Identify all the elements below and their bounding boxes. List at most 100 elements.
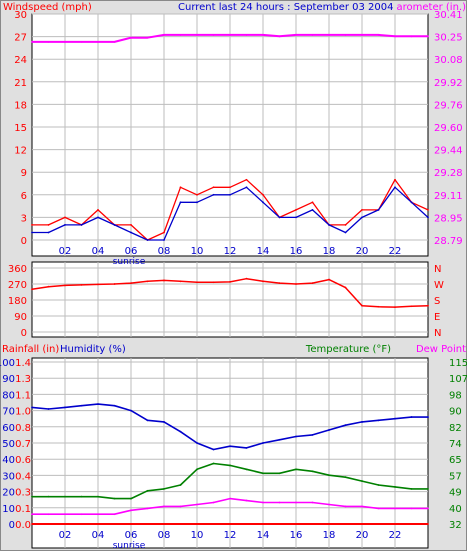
direction-compass-label: N (434, 328, 441, 339)
windspeed-line-point (311, 201, 314, 204)
rainfall-line-point (295, 523, 297, 525)
temperature-line-point (113, 497, 116, 500)
wind-average-line-point (64, 224, 66, 226)
temperature-line-point (212, 462, 215, 465)
temperature-axis-tick-label: 115 (449, 358, 467, 369)
barometer-line-point (229, 34, 231, 36)
barometer-axis-tick-label: 28.95 (434, 213, 463, 224)
humidity-line-point (80, 404, 83, 407)
barometer-axis-tick-label: 29.76 (434, 100, 463, 111)
temperature-line-point (80, 495, 83, 498)
windspeed-line-point (229, 186, 231, 189)
barometer-axis-tick-label: 30.41 (434, 10, 463, 21)
humidity-line-point (328, 429, 330, 431)
wind-x-tick-label: 02 (59, 246, 72, 257)
wind-direction-line-point (113, 283, 116, 285)
wind-direction-line-point (31, 288, 33, 291)
rainfall-axis-tick-label: 1.4 (15, 358, 31, 369)
wind-direction-line-point (328, 278, 330, 281)
climate-x-tick-label: 22 (389, 530, 402, 541)
wind-average-line-point (179, 201, 182, 204)
dewpoint-line-point (410, 507, 413, 510)
dewpoint-line-point (262, 501, 264, 504)
rainfall-line-point (31, 523, 33, 525)
rainfall-line-point (80, 523, 83, 525)
wind-direction-line-point (196, 281, 198, 284)
wind-x-tick-label: 08 (158, 246, 171, 257)
windspeed-line-point (295, 208, 297, 211)
direction-compass-label: W (434, 280, 444, 291)
barometer-line-point (196, 34, 198, 36)
rainfall-line-point (262, 523, 264, 525)
barometer-axis-tick-label: 29.44 (434, 146, 463, 157)
barometer-axis-tick-label: 28.79 (434, 236, 463, 247)
humidity-line-point (344, 424, 347, 427)
wind-direction-line-point (130, 282, 132, 285)
humidity-line-point (427, 416, 429, 418)
temperature-line-point (427, 487, 429, 490)
barometer-line-point (130, 36, 132, 39)
dewpoint-line-point (377, 507, 380, 510)
wind-axis-tick-label: 30 (14, 10, 27, 21)
climate-x-tick-label: 14 (257, 530, 270, 541)
humidity-line-point (64, 406, 66, 409)
dewpoint-line-point (278, 501, 281, 504)
direction-axis-tick-label: 90 (14, 312, 27, 323)
rainfall-axis-tick-label: 0.6 (15, 455, 31, 466)
wind-direction-line-point (146, 280, 149, 283)
barometer-line-point (361, 34, 363, 36)
wind-x-tick-label: 16 (290, 246, 303, 257)
rainfall-line-point (146, 523, 149, 525)
wind-axis-tick-label: 18 (14, 100, 27, 111)
wind-direction-line-point (245, 277, 248, 280)
wind-axis-tick-label: 6 (21, 191, 27, 202)
barometer-line-point (97, 41, 99, 43)
wind-axis-tick-label: 27 (14, 33, 27, 44)
humidity-line-point (179, 430, 182, 433)
rainfall-line-point (361, 523, 363, 525)
humidity-line-point (113, 404, 116, 407)
barometer-line-point (328, 34, 330, 36)
rainfall-axis-tick-label: 1.1 (15, 390, 31, 401)
wind-average-line-point (130, 231, 132, 234)
dewpoint-line-point (394, 507, 396, 510)
humidity-line-point (394, 417, 396, 420)
windspeed-line-point (130, 224, 132, 226)
direction-compass-label: E (434, 312, 440, 323)
wind-average-line-point (377, 208, 380, 211)
wind-direction-line-point (262, 280, 264, 283)
humidity-axis-tick-label: 90 (2, 374, 15, 385)
wind-axis-tick-label: 0 (21, 236, 27, 247)
wind-average-line-point (31, 231, 33, 234)
barometer-line-point (212, 34, 215, 36)
wind-axis-title: Windspeed (mph) (3, 2, 92, 13)
climate-x-tick-label: 16 (290, 530, 303, 541)
windspeed-line-point (31, 224, 33, 226)
barometer-axis-tick-label: 30.08 (434, 55, 463, 66)
humidity-line-point (295, 435, 297, 438)
wind-average-line-point (427, 216, 429, 219)
dewpoint-legend-label: Dew Point (416, 344, 466, 355)
page-title: Current last 24 hours : September 03 200… (178, 2, 394, 13)
dewpoint-line-point (311, 501, 314, 504)
humidity-line-point (361, 421, 363, 423)
barometer-line-point (278, 35, 281, 38)
barometer-line-point (377, 34, 380, 36)
rainfall-axis-title: Rainfall (in) (2, 344, 59, 355)
rainfall-axis-tick-label: 0.1 (15, 504, 31, 515)
wind-axis-tick-label: 3 (21, 213, 27, 224)
wind-x-tick-label: 18 (323, 246, 336, 257)
rainfall-axis-tick-label: 0.4 (15, 471, 31, 482)
wind-direction-line-point (97, 283, 99, 286)
rainfall-line-point (64, 523, 66, 525)
wind-direction-line-point (377, 305, 380, 308)
humidity-line-point (97, 403, 99, 406)
temperature-line-point (31, 495, 33, 498)
barometer-line-point (311, 34, 314, 36)
wind-axis-tick-label: 15 (14, 123, 27, 134)
dewpoint-line-point (361, 505, 363, 508)
wind-average-line-point (196, 201, 198, 204)
rainfall-line-point (427, 523, 429, 525)
wind-axis-tick-label: 21 (14, 78, 27, 89)
windspeed-line-point (64, 216, 66, 219)
